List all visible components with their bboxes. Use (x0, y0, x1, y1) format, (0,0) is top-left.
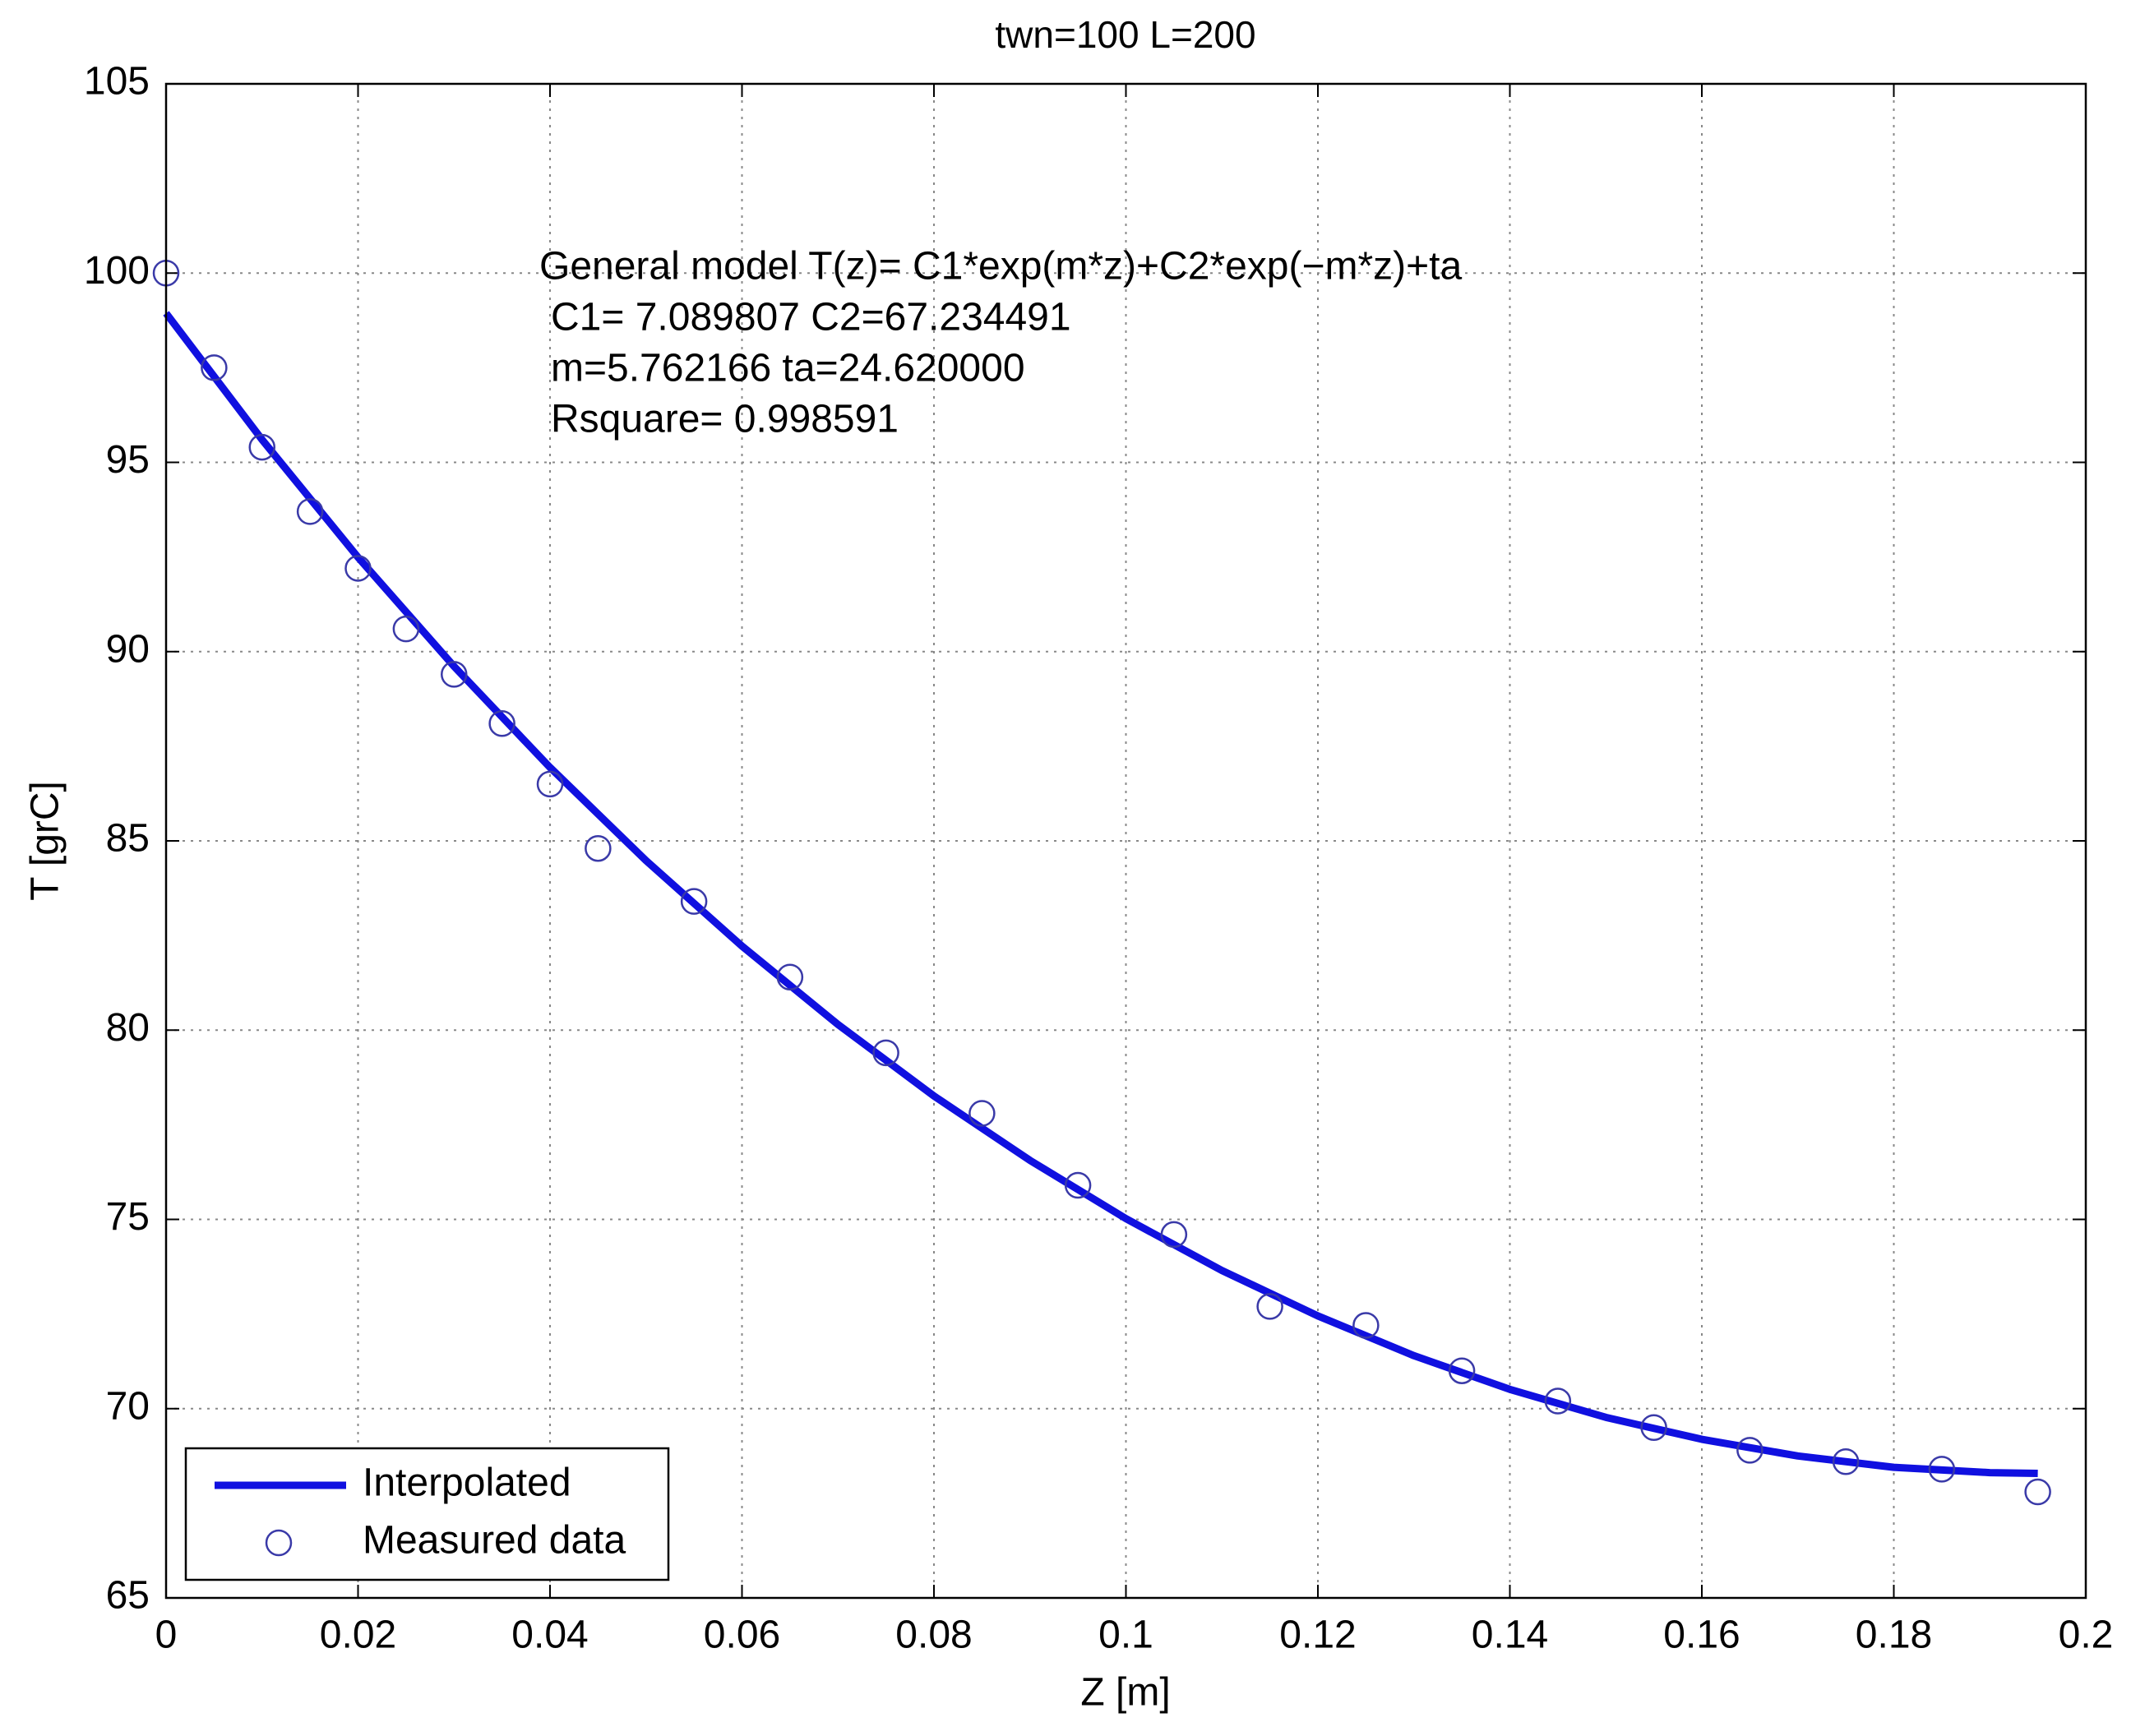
plot (152, 260, 2051, 1506)
data-point (1352, 1312, 1380, 1339)
y-tick-label: 95 (106, 438, 150, 482)
x-tick-label: 0.18 (1856, 1614, 1932, 1657)
data-point (392, 615, 420, 643)
y-axis-label: T [grC] (24, 781, 67, 901)
data-point (872, 1039, 899, 1067)
data-point (1736, 1437, 1764, 1464)
x-tick-label: 0.14 (1472, 1614, 1548, 1657)
y-tick-label: 90 (106, 627, 150, 671)
legend-label: Interpolated (363, 1461, 571, 1505)
x-tick-label: 0.1 (1098, 1614, 1153, 1657)
chart-title: twn=100 L=200 (995, 13, 1255, 56)
data-point (201, 354, 228, 381)
data-point (2024, 1478, 2051, 1506)
legend-box (184, 1447, 670, 1581)
data-point (344, 555, 372, 582)
data-point (296, 498, 324, 525)
data-point (1256, 1293, 1283, 1320)
axes-box (164, 82, 2087, 1600)
x-tick-label: 0.16 (1663, 1614, 1740, 1657)
data-point (1160, 1221, 1188, 1249)
data-point (1544, 1387, 1572, 1415)
data-point (680, 888, 708, 915)
data-point (1928, 1456, 1956, 1483)
data-point (441, 661, 468, 688)
x-tick-label: 0.12 (1279, 1614, 1356, 1657)
data-point (585, 834, 612, 862)
y-tick-label: 65 (106, 1574, 150, 1618)
data-point (1640, 1414, 1667, 1442)
y-tick-label: 70 (106, 1384, 150, 1428)
data-line (163, 311, 2038, 1477)
x-tick-label: 0.04 (511, 1614, 588, 1657)
legend-label: Measured data (363, 1519, 626, 1563)
x-tick-label: 0.02 (320, 1614, 396, 1657)
data-point (1064, 1171, 1092, 1199)
annotation: General model T(z)= C1*exp(m*z)+C2*exp(−… (539, 245, 1463, 289)
data-point (536, 770, 564, 798)
x-tick-label: 0.08 (895, 1614, 972, 1657)
data-point (1448, 1357, 1476, 1384)
y-tick-label: 80 (106, 1006, 150, 1050)
data-point (1832, 1447, 1860, 1475)
data-point (488, 709, 515, 737)
annotation: C1= 7.089807 C2=67.234491 (551, 296, 1071, 339)
data-point (776, 963, 804, 991)
y-tick-label: 75 (106, 1195, 150, 1239)
data-point (968, 1100, 996, 1127)
data-point (248, 433, 275, 461)
annotation: m=5.762166 ta=24.620000 (551, 347, 1025, 390)
legend-swatch (265, 1529, 293, 1557)
annotation: Rsquare= 0.998591 (551, 398, 899, 441)
y-tick-label: 105 (84, 60, 150, 104)
legend: Interpolated Measured data (184, 1447, 670, 1581)
x-axis-label: Z [m] (1080, 1671, 1170, 1715)
y-tick-label: 100 (84, 249, 150, 293)
y-tick-label: 85 (106, 817, 150, 861)
x-tick-label: 0.06 (704, 1614, 780, 1657)
x-tick-label: 0.2 (2059, 1614, 2114, 1657)
x-tick-label: 0 (155, 1614, 178, 1657)
